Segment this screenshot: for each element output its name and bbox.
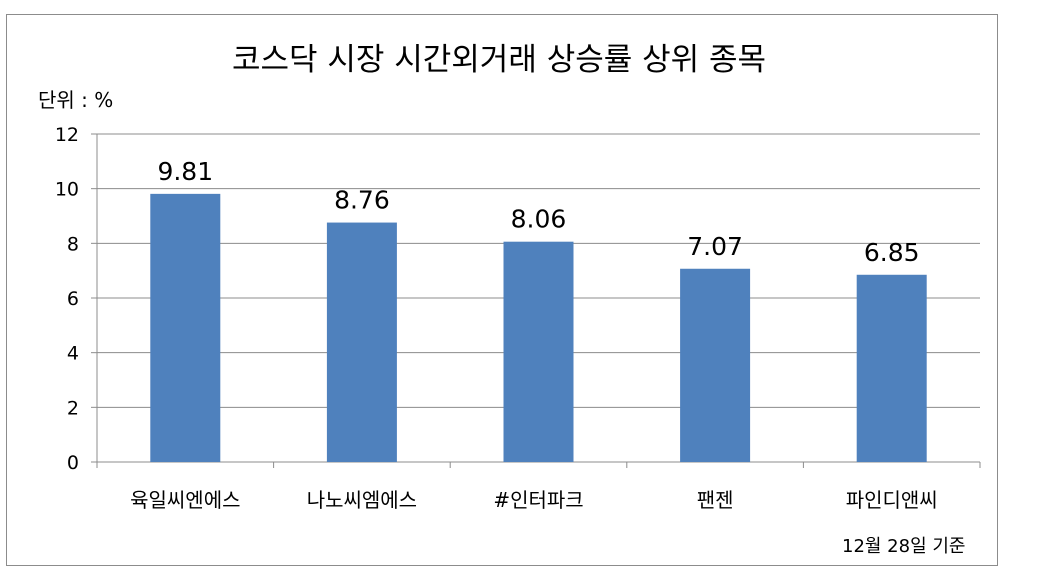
category-label: 육일씨엔에스 <box>130 488 240 512</box>
data-label: 9.81 <box>157 157 213 186</box>
category-label: #인터파크 <box>493 488 583 512</box>
data-label: 8.06 <box>511 205 567 234</box>
y-tick-label: 8 <box>67 233 79 255</box>
data-label: 6.85 <box>864 238 920 267</box>
y-tick-label: 6 <box>67 288 79 310</box>
bar <box>326 222 397 462</box>
y-tick-label: 2 <box>67 397 79 419</box>
category-label: 나노씨엠에스 <box>307 488 417 512</box>
category-label: 파인디앤씨 <box>846 488 938 512</box>
data-label: 8.76 <box>334 186 390 215</box>
bar <box>150 193 221 463</box>
y-tick-label: 12 <box>55 124 79 146</box>
unit-label: 단위 : % <box>38 88 114 112</box>
y-tick-label: 4 <box>67 343 79 365</box>
data-label: 7.07 <box>687 232 743 261</box>
category-label: 팬젠 <box>697 488 734 512</box>
date-footnote: 12월 28일 기준 <box>842 536 966 557</box>
y-tick-label: 0 <box>67 452 79 474</box>
chart-title: 코스닥 시장 시간외거래 상승률 상위 종목 <box>231 42 767 78</box>
bar <box>503 241 574 462</box>
y-tick-label: 10 <box>55 179 79 201</box>
bar <box>680 268 751 462</box>
bar <box>856 274 927 462</box>
